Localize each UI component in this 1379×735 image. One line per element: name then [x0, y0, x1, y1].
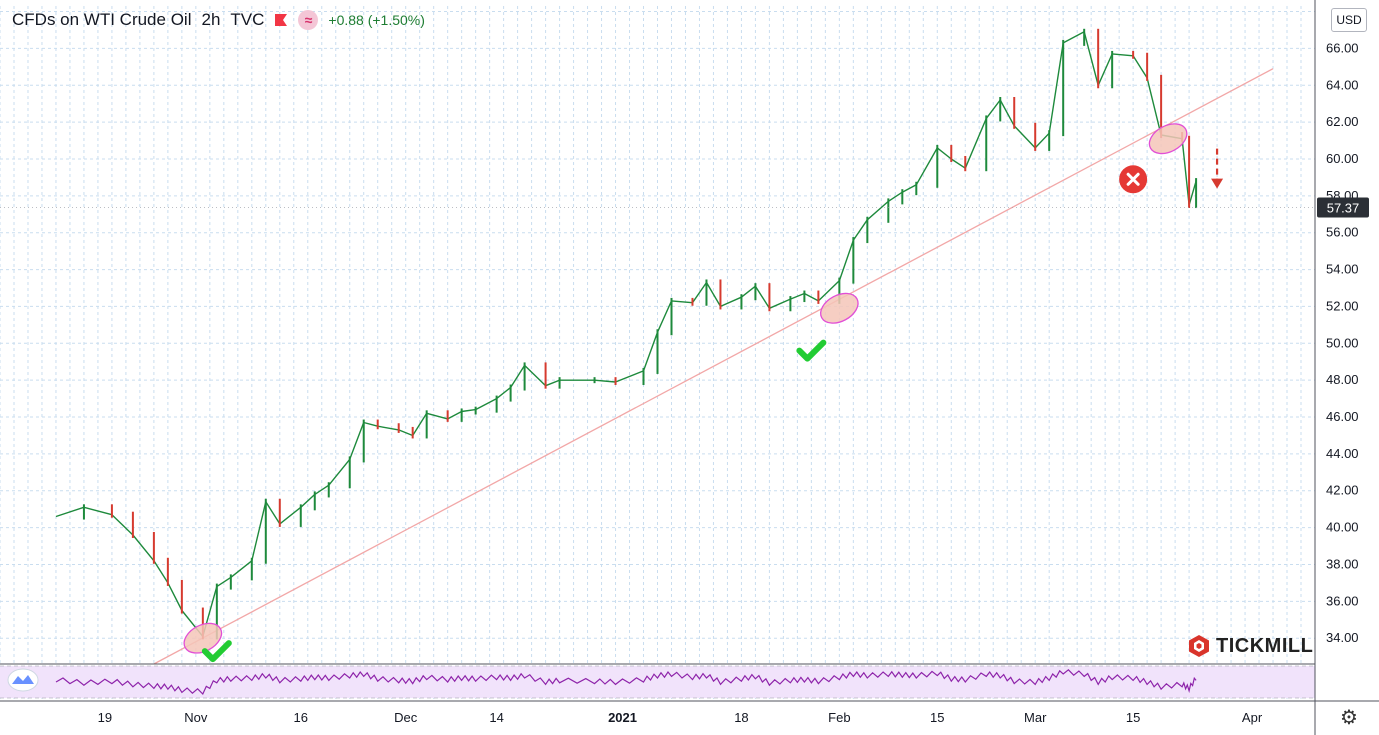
highlight-ellipse	[183, 622, 223, 654]
check-icon	[796, 339, 827, 362]
x-tick-label: Feb	[828, 710, 850, 725]
brand-logo: TICKMILL	[1188, 634, 1313, 658]
x-tick-label: 14	[489, 710, 503, 725]
annotation-layer	[183, 123, 1224, 663]
interval-label[interactable]: 2h	[201, 10, 221, 29]
chart-grid	[0, 6, 1316, 700]
highlight-ellipse	[820, 292, 859, 324]
y-tick-label: 66.00	[1326, 40, 1359, 55]
x-tick-label: Mar	[1024, 710, 1047, 725]
trendline	[153, 68, 1274, 665]
price-change: +0.88 (+1.50%)	[328, 12, 425, 28]
y-tick-label: 48.00	[1326, 372, 1359, 387]
last-price-badge	[1317, 197, 1369, 218]
y-tick-label: 38.00	[1326, 556, 1359, 571]
check-icon	[201, 640, 232, 663]
y-tick-label: 42.00	[1326, 483, 1359, 498]
chart-header: CFDs on WTI Crude Oil 2h TVC ≈ +0.88 (+1…	[0, 0, 425, 40]
y-tick-label: 44.00	[1326, 446, 1359, 461]
last-price-label: 57.37	[1327, 200, 1360, 215]
price-series	[55, 28, 1198, 640]
y-tick-label: 54.00	[1326, 262, 1359, 277]
x-tick-label: 18	[734, 710, 748, 725]
x-tick-label: Dec	[394, 710, 418, 725]
y-tick-label: 34.00	[1326, 630, 1359, 645]
y-tick-label: 60.00	[1326, 151, 1359, 166]
trendline-layer	[153, 68, 1274, 665]
x-tick-label: 15	[930, 710, 944, 725]
rsi-pane	[0, 663, 1315, 699]
arrow-head	[1211, 178, 1224, 189]
flag-icon[interactable]	[274, 13, 288, 27]
y-tick-label: 52.00	[1326, 298, 1359, 313]
rsi-line	[55, 668, 1197, 696]
exchange-label: TVC	[230, 10, 265, 29]
tickmill-logo-icon	[1189, 635, 1209, 657]
x-tick-label: 15	[1126, 710, 1140, 725]
x-tick-label: Nov	[184, 710, 208, 725]
y-tick-label: 62.00	[1326, 114, 1359, 129]
symbol-title[interactable]: CFDs on WTI Crude Oil	[12, 10, 192, 29]
y-tick-label: 64.00	[1326, 77, 1359, 92]
x-tick-label: 19	[98, 710, 112, 725]
y-tick-label: 56.00	[1326, 225, 1359, 240]
rsi-band	[0, 666, 1315, 698]
tradingview-logo-icon[interactable]	[6, 664, 40, 692]
x-tick-label: Apr	[1242, 710, 1263, 725]
y-tick-label: 50.00	[1326, 335, 1359, 350]
currency-button[interactable]: USD	[1331, 8, 1367, 32]
price-line	[55, 31, 1197, 638]
x-tick-label: 2021	[608, 710, 637, 725]
y-tick-label: 40.00	[1326, 520, 1359, 535]
x-tick-label: 16	[294, 710, 308, 725]
y-tick-label: 46.00	[1326, 409, 1359, 424]
brand-name: TICKMILL	[1216, 634, 1314, 657]
gear-icon[interactable]: ⚙	[1340, 706, 1358, 729]
y-tick-label: 36.00	[1326, 593, 1359, 608]
cross-mark	[1126, 172, 1140, 186]
wave-icon[interactable]: ≈	[298, 10, 319, 30]
highlight-ellipse	[1148, 123, 1188, 155]
